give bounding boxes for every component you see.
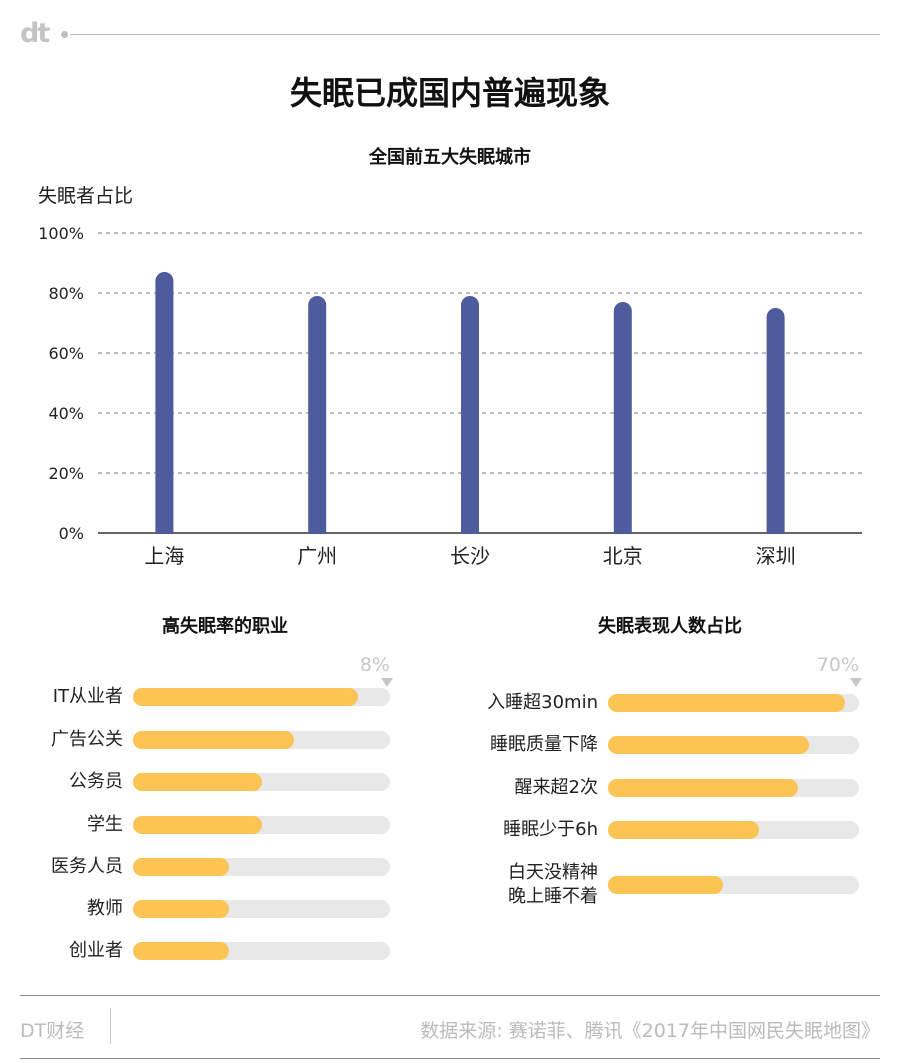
bar-track [133, 688, 390, 706]
scale-max-label: 8% [359, 654, 390, 676]
y-tick-label: 100% [38, 224, 84, 243]
bar-fill [133, 773, 262, 791]
y-tick-label: 80% [48, 284, 84, 303]
page-title: 失眠已成国内普遍现象 [289, 74, 610, 112]
x-tick-label: 广州 [297, 544, 337, 568]
bar-track [608, 736, 859, 754]
bar-fill [608, 694, 845, 712]
y-tick-label: 40% [48, 404, 84, 423]
city-bar-chart: 失眠者占比 0% 20% 40% 60% 80% 100% 上海 广州 长沙 北京 深圳 [38, 185, 862, 568]
data-source: 数据来源: 赛诺菲、腾讯《2017年中国网民失眠地图》 [420, 1020, 880, 1042]
bar-label: 睡眠质量下降 [490, 734, 598, 755]
bar-label: 广告公关 [51, 729, 123, 750]
y-axis-label: 失眠者占比 [38, 185, 133, 207]
bar-上海 [155, 272, 174, 542]
bar-fill [133, 858, 230, 876]
bar-深圳 [766, 308, 785, 542]
bar-fill [608, 736, 809, 754]
scale-marker-arrow [381, 678, 393, 687]
bar-label: 白天没精神 晚上睡不着 [508, 862, 598, 907]
bar-track [608, 821, 859, 839]
bar-label: 睡眠少于6h [503, 819, 598, 840]
scale-max-label: 70% [816, 654, 859, 676]
occupation-chart-title: 高失眠率的职业 [162, 616, 288, 637]
symptom-chart-title: 失眠表现人数占比 [598, 616, 742, 637]
bar-北京 [613, 302, 632, 542]
bar-track [133, 900, 390, 918]
bar-广州 [308, 296, 327, 542]
footer-brand: DT财经 [20, 1020, 85, 1042]
bar-fill [608, 821, 759, 839]
bar-fill [608, 876, 723, 894]
bar-track [133, 858, 390, 876]
top-divider [70, 34, 880, 35]
bar-label: 创业者 [69, 940, 123, 961]
y-tick-label: 20% [48, 464, 84, 483]
y-tick-label: 0% [59, 524, 84, 543]
bar-fill [133, 942, 230, 960]
footer-bottom-divider [20, 1058, 880, 1059]
bar-label: 公务员 [69, 771, 123, 792]
bar-track [133, 942, 390, 960]
scale-marker-arrow [850, 678, 862, 687]
dt-logo: dt [20, 18, 50, 49]
bar-fill [133, 688, 358, 706]
bar-track [608, 694, 859, 712]
bar-track [133, 773, 390, 791]
bar-track [608, 779, 859, 797]
bar-label: 入睡超30min [487, 692, 598, 713]
bar-label: 醒来超2次 [514, 777, 598, 798]
y-tick-label: 60% [48, 344, 84, 363]
city-chart-title: 全国前五大失眠城市 [369, 147, 531, 168]
bar-fill [133, 731, 294, 749]
bar-label: 教师 [87, 898, 123, 919]
footer-top-divider [20, 995, 880, 996]
bar-fill [133, 816, 262, 834]
bar-fill [133, 900, 230, 918]
x-tick-label: 上海 [144, 544, 184, 568]
bar-label: 学生 [87, 814, 123, 835]
bar-track [133, 731, 390, 749]
bar-track [608, 876, 859, 894]
x-tick-label: 北京 [603, 544, 643, 568]
axis-mask [98, 534, 862, 544]
bar-label: 医务人员 [51, 856, 123, 877]
x-tick-label: 长沙 [450, 544, 490, 568]
bar-fill [608, 779, 799, 797]
bar-label: IT从业者 [52, 686, 123, 707]
footer-separator [110, 1008, 111, 1044]
logo-dot [61, 31, 68, 38]
bar-track [133, 816, 390, 834]
bar-长沙 [461, 296, 479, 542]
x-tick-label: 深圳 [756, 544, 796, 568]
